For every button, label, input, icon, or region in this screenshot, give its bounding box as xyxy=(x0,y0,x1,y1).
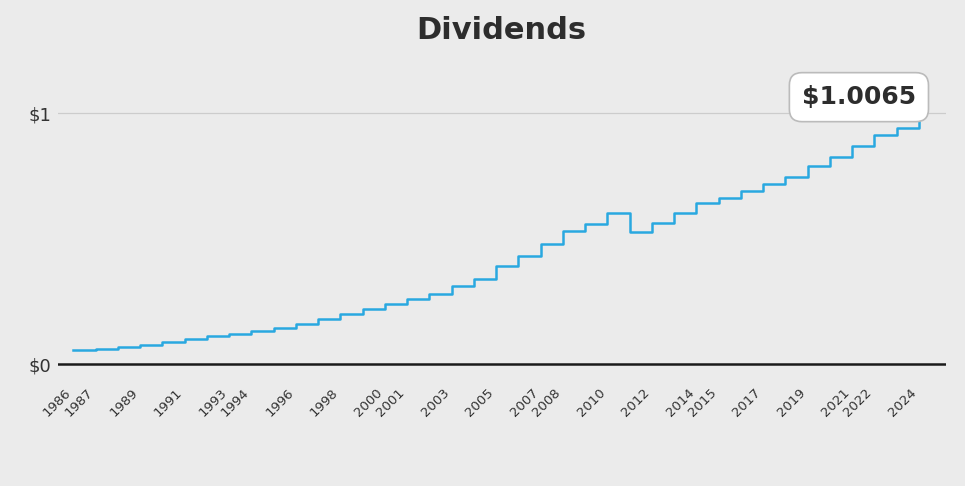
Polygon shape xyxy=(899,87,923,107)
Text: $1.0065: $1.0065 xyxy=(802,85,920,111)
Title: Dividends: Dividends xyxy=(417,16,587,45)
